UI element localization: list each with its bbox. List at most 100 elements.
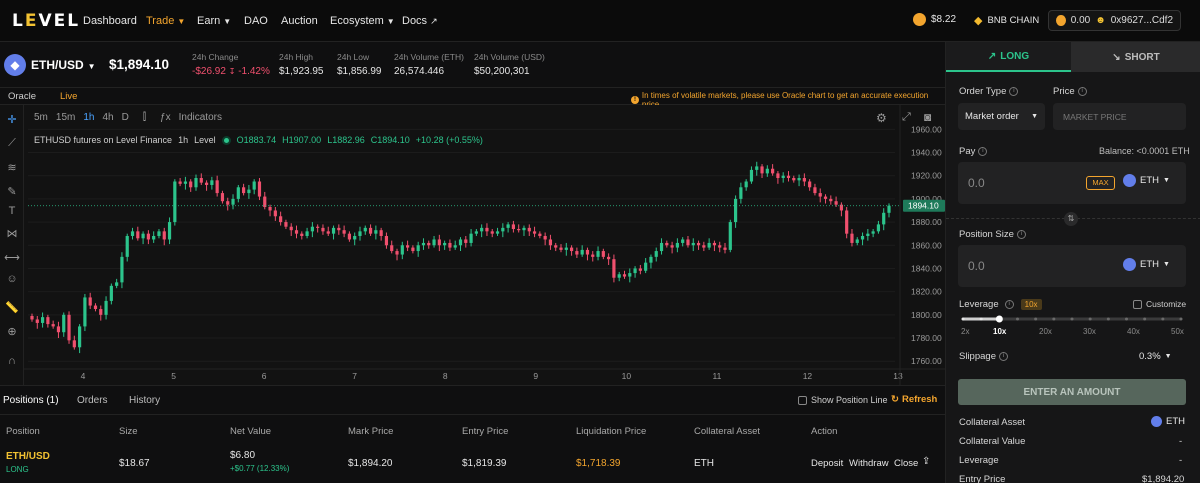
slider-handle[interactable]: [995, 315, 1003, 323]
stat-24h-change: 24h Change -$26.92 ↧ -1.42%: [192, 52, 270, 77]
candle: [792, 178, 796, 181]
fullscreen-icon[interactable]: ⤢: [902, 111, 911, 123]
refresh-button[interactable]: ↻ Refresh: [891, 394, 938, 405]
position-size-box[interactable]: 0.0 ETH ▼: [958, 245, 1186, 287]
gear-icon[interactable]: ⚙: [876, 111, 887, 125]
order-type-select[interactable]: Market order ▼: [958, 103, 1045, 130]
candle: [786, 175, 791, 179]
price-input[interactable]: MARKET PRICE: [1053, 103, 1186, 130]
positions-tabs: Positions (1) Orders History Show Positi…: [0, 385, 945, 415]
interval-4h[interactable]: 4h: [102, 112, 114, 123]
trend-line-icon[interactable]: ⟋: [8, 137, 16, 149]
pair-selector[interactable]: ETH/USD ▼: [31, 58, 96, 72]
pay-amount-input[interactable]: 0.0: [968, 176, 985, 190]
candle: [696, 242, 701, 246]
nav-ecosystem[interactable]: Ecosystem ▼: [330, 15, 395, 27]
leverage-slider[interactable]: [961, 315, 1183, 323]
pattern-icon[interactable]: ⋈: [6, 228, 18, 240]
fib-icon[interactable]: ≋: [7, 162, 17, 174]
emoji-icon[interactable]: ☺: [6, 273, 18, 285]
tab-positions[interactable]: Positions (1): [3, 395, 59, 406]
withdraw-button[interactable]: Withdraw: [849, 458, 889, 469]
trend-down-icon: ↘: [1112, 51, 1121, 63]
nav-trade[interactable]: Trade ▼: [146, 15, 186, 27]
checkbox[interactable]: [798, 395, 807, 405]
zoom-in-icon[interactable]: ⊕: [7, 326, 17, 338]
eth-icon: ◆: [4, 54, 26, 76]
close-button[interactable]: Close: [894, 458, 919, 469]
deposit-button[interactable]: Deposit: [811, 458, 844, 469]
candle: [51, 324, 55, 327]
nav-auction[interactable]: Auction: [281, 15, 318, 27]
nav-dashboard[interactable]: Dashboard: [83, 15, 137, 27]
pay-token-select[interactable]: ETH ▼: [1123, 174, 1170, 187]
tab-orders[interactable]: Orders: [77, 395, 108, 406]
tab-live[interactable]: Live: [60, 91, 78, 102]
y-tick-label: 1880.00: [911, 217, 942, 227]
chain-selector[interactable]: ◆ BNB CHAIN: [974, 15, 1040, 27]
slippage-label: Slippage i: [959, 351, 1008, 362]
collateral-value-label: Collateral Value: [959, 436, 1026, 447]
position-size-input[interactable]: 0.0: [968, 259, 985, 273]
interval-1h[interactable]: 1h: [83, 112, 95, 123]
text-icon[interactable]: T: [8, 205, 16, 217]
swap-arrows-icon[interactable]: ⇅: [1064, 212, 1078, 226]
slider-tick: [1161, 317, 1165, 321]
side-badge: LONG: [6, 465, 29, 474]
tab-short[interactable]: ↘ SHORT: [1071, 42, 1200, 72]
candle: [220, 193, 225, 202]
candle-type-icon[interactable]: ⫿: [142, 112, 147, 123]
candle: [231, 198, 235, 205]
measure-icon[interactable]: ⟷: [4, 252, 20, 264]
magnet-icon[interactable]: ∩: [8, 355, 16, 367]
slippage-select[interactable]: 0.3% ▼: [1139, 351, 1172, 362]
tab-history[interactable]: History: [129, 395, 161, 406]
candle: [808, 181, 812, 188]
max-button[interactable]: MAX: [1086, 176, 1115, 190]
candle: [67, 314, 71, 341]
interval-d[interactable]: D: [121, 112, 129, 123]
wallet-button[interactable]: 0.00 ☻ 0x9627...Cdf2: [1048, 10, 1181, 31]
interval-5m[interactable]: 5m: [34, 112, 48, 123]
position-size-label: Position Size i: [959, 229, 1026, 240]
pay-input-box[interactable]: 0.0 MAX ETH ▼: [958, 162, 1186, 204]
slider-tick: [1052, 317, 1056, 321]
brush-icon[interactable]: ✎: [7, 186, 17, 198]
slider-tick: [1034, 317, 1038, 321]
ruler-icon[interactable]: 📏: [5, 302, 19, 314]
nav-docs[interactable]: Docs ↗: [402, 15, 438, 27]
show-position-line-toggle[interactable]: Show Position Line: [798, 395, 888, 405]
enter-amount-button[interactable]: ENTER AN AMOUNT: [958, 379, 1186, 405]
candle: [871, 231, 875, 234]
candle: [379, 230, 383, 236]
candle: [797, 178, 801, 181]
interval-15m[interactable]: 15m: [55, 112, 76, 123]
crosshair-icon[interactable]: ✛: [7, 114, 17, 126]
table-row[interactable]: ETH/USD LONG $18.67 $6.80 +$0.77 (12.33%…: [0, 445, 945, 483]
share-icon[interactable]: ⇪: [922, 456, 931, 467]
ohlc-high: H1907.00: [282, 135, 322, 145]
candle: [289, 226, 293, 231]
indicators-button[interactable]: Indicators: [178, 112, 222, 123]
nav-dao[interactable]: DAO: [244, 15, 268, 27]
indicators-icon[interactable]: ƒx: [160, 112, 171, 123]
candlestick-chart[interactable]: 1960.00 1940.00 1920.00 1900.00 1880.00 1860.…: [0, 105, 945, 385]
candle: [115, 282, 119, 286]
customize-toggle[interactable]: Customize: [1133, 299, 1186, 309]
candle: [638, 268, 642, 271]
chevron-down-icon: ▼: [1163, 261, 1170, 268]
level-logo[interactable]: LEVEL: [12, 11, 81, 31]
price-label: Price i: [1053, 86, 1087, 97]
tab-oracle[interactable]: Oracle: [8, 91, 36, 102]
position-token-select[interactable]: ETH ▼: [1123, 258, 1170, 271]
checkbox[interactable]: [1133, 299, 1142, 309]
trend-up-icon: ↗: [987, 50, 997, 62]
tab-long[interactable]: ↗ LONG: [946, 42, 1071, 72]
candle: [681, 239, 685, 243]
candle: [183, 181, 188, 184]
y-tick-label: 1840.00: [911, 263, 942, 273]
nav-earn[interactable]: Earn ▼: [197, 15, 232, 27]
x-tick-label: 6: [262, 371, 267, 381]
camera-icon[interactable]: ◙: [924, 110, 932, 124]
candle: [146, 233, 150, 240]
